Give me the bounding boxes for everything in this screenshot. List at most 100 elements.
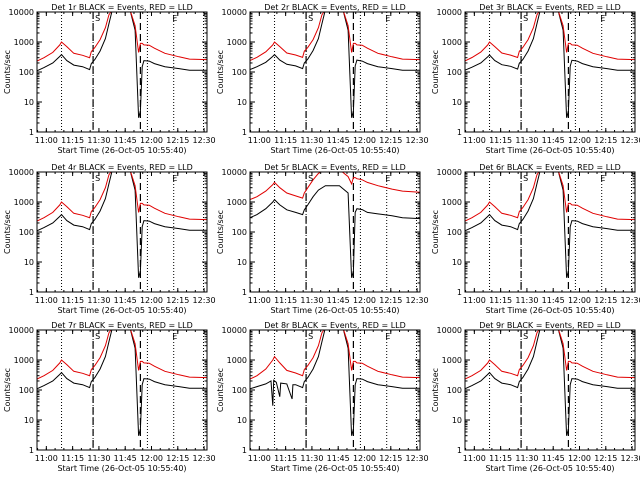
x-tick-label: 11:30 xyxy=(87,454,110,463)
y-tick-label: 1000 xyxy=(442,198,462,207)
x-tick-label: 12:15 xyxy=(594,296,617,305)
x-tick-label: 11:00 xyxy=(463,454,486,463)
x-tick-label: 11:30 xyxy=(515,454,538,463)
y-tick-label: 1 xyxy=(457,288,462,297)
y-tick-label: 1 xyxy=(29,446,34,455)
marker-letter: S xyxy=(95,14,100,23)
detector-panel-5: 1 10 100 1000 10000 11:00 11:15 11:30 11:45 12:00… xyxy=(216,163,429,315)
marker-letter: S xyxy=(95,332,100,341)
y-tick-label: 10000 xyxy=(222,8,247,17)
y-tick-label: 10000 xyxy=(9,168,34,177)
detector-panel-8: 1 10 100 1000 10000 11:00 11:15 11:30 11:45 12:00… xyxy=(216,321,429,473)
plot-frame xyxy=(36,329,208,451)
chart-title: Det 7r BLACK = Events, RED = LLD xyxy=(51,321,193,330)
x-tick-label: 11:00 xyxy=(35,296,58,305)
y-tick-label: 10000 xyxy=(9,8,34,17)
series-line-lld xyxy=(37,12,207,62)
y-tick-label: 10000 xyxy=(437,8,462,17)
y-tick-label: 1 xyxy=(242,288,247,297)
x-tick-label: 11:30 xyxy=(300,296,323,305)
series-line-events xyxy=(250,330,420,436)
x-tick-label: 12:00 xyxy=(568,296,591,305)
x-tick-label: 11:45 xyxy=(114,136,137,145)
x-tick-label: 11:00 xyxy=(35,136,58,145)
series-line-events xyxy=(37,172,207,278)
x-tick-label: 12:00 xyxy=(353,136,376,145)
y-tick-label: 1000 xyxy=(14,38,34,47)
y-tick-label: 1000 xyxy=(14,198,34,207)
marker-letter: S xyxy=(308,14,313,23)
marker-letter: E xyxy=(600,174,605,183)
y-tick-label: 100 xyxy=(19,68,34,77)
detector-panel-3: 1 10 100 1000 10000 11:00 11:15 11:30 11:45 12:00… xyxy=(431,3,640,155)
x-tick-label: 12:15 xyxy=(379,136,402,145)
x-tick-label: 11:45 xyxy=(114,454,137,463)
detector-panel-9: 1 10 100 1000 10000 11:00 11:15 11:30 11:45 12:00… xyxy=(431,321,640,473)
y-axis-label: Counts/sec xyxy=(3,368,12,412)
y-tick-label: 10 xyxy=(24,258,34,267)
marker-letter: E xyxy=(172,332,177,341)
y-tick-label: 1000 xyxy=(227,356,247,365)
chart-title: Det 4r BLACK = Events, RED = LLD xyxy=(51,163,193,172)
y-axis-label: Counts/sec xyxy=(216,50,225,94)
marker-letter: E xyxy=(385,174,390,183)
x-tick-label: 11:45 xyxy=(542,296,565,305)
series-line-events xyxy=(250,185,420,278)
chart-title: Det 9r BLACK = Events, RED = LLD xyxy=(479,321,621,330)
x-tick-label: 12:30 xyxy=(193,296,216,305)
x-tick-label: 11:15 xyxy=(274,454,297,463)
marker-letter: S xyxy=(523,14,528,23)
x-tick-label: 11:00 xyxy=(248,136,271,145)
x-tick-label: 11:00 xyxy=(463,136,486,145)
y-tick-label: 1000 xyxy=(227,198,247,207)
x-tick-label: 11:00 xyxy=(248,454,271,463)
x-tick-label: 11:15 xyxy=(489,136,512,145)
detector-panel-7: 1 10 100 1000 10000 11:00 11:15 11:30 11:45 12:00… xyxy=(3,321,216,473)
x-tick-label: 11:45 xyxy=(327,454,350,463)
marker-letter: S xyxy=(308,332,313,341)
y-tick-label: 100 xyxy=(19,386,34,395)
x-tick-label: 11:45 xyxy=(542,136,565,145)
series-line-lld xyxy=(465,330,635,380)
x-tick-label: 11:30 xyxy=(300,454,323,463)
x-tick-label: 11:45 xyxy=(542,454,565,463)
y-tick-label: 10 xyxy=(237,98,247,107)
x-tick-label: 11:00 xyxy=(248,296,271,305)
x-tick-label: 11:45 xyxy=(327,136,350,145)
x-tick-label: 12:15 xyxy=(166,296,189,305)
x-tick-label: 12:00 xyxy=(140,454,163,463)
y-tick-label: 10 xyxy=(237,416,247,425)
series-line-events xyxy=(465,172,635,278)
y-tick-label: 1 xyxy=(242,446,247,455)
y-tick-label: 10000 xyxy=(437,326,462,335)
x-tick-label: 11:15 xyxy=(61,136,84,145)
x-tick-label: 12:30 xyxy=(406,454,429,463)
plot-frame xyxy=(36,11,208,133)
x-tick-label: 12:30 xyxy=(193,136,216,145)
x-axis-label: Start Time (26-Oct-05 10:55:40) xyxy=(57,306,186,315)
marker-letter: S xyxy=(523,332,528,341)
y-axis-label: Counts/sec xyxy=(3,50,12,94)
y-tick-label: 100 xyxy=(232,386,247,395)
series-line-lld xyxy=(465,172,635,222)
y-tick-label: 100 xyxy=(232,228,247,237)
x-tick-label: 12:15 xyxy=(594,136,617,145)
y-axis-label: Counts/sec xyxy=(216,210,225,254)
marker-letter: S xyxy=(308,174,313,183)
series-line-events xyxy=(37,12,207,118)
y-tick-label: 10000 xyxy=(222,326,247,335)
marker-letter: E xyxy=(600,14,605,23)
x-tick-label: 12:30 xyxy=(621,454,640,463)
y-tick-label: 10 xyxy=(452,258,462,267)
x-tick-label: 11:15 xyxy=(489,454,512,463)
x-tick-label: 11:00 xyxy=(463,296,486,305)
x-tick-label: 12:15 xyxy=(379,296,402,305)
x-tick-label: 12:00 xyxy=(140,296,163,305)
y-tick-label: 10 xyxy=(452,98,462,107)
marker-letter: E xyxy=(172,174,177,183)
x-tick-label: 12:00 xyxy=(353,454,376,463)
plot-frame xyxy=(464,11,636,133)
y-tick-label: 1 xyxy=(29,288,34,297)
marker-letter: E xyxy=(385,332,390,341)
